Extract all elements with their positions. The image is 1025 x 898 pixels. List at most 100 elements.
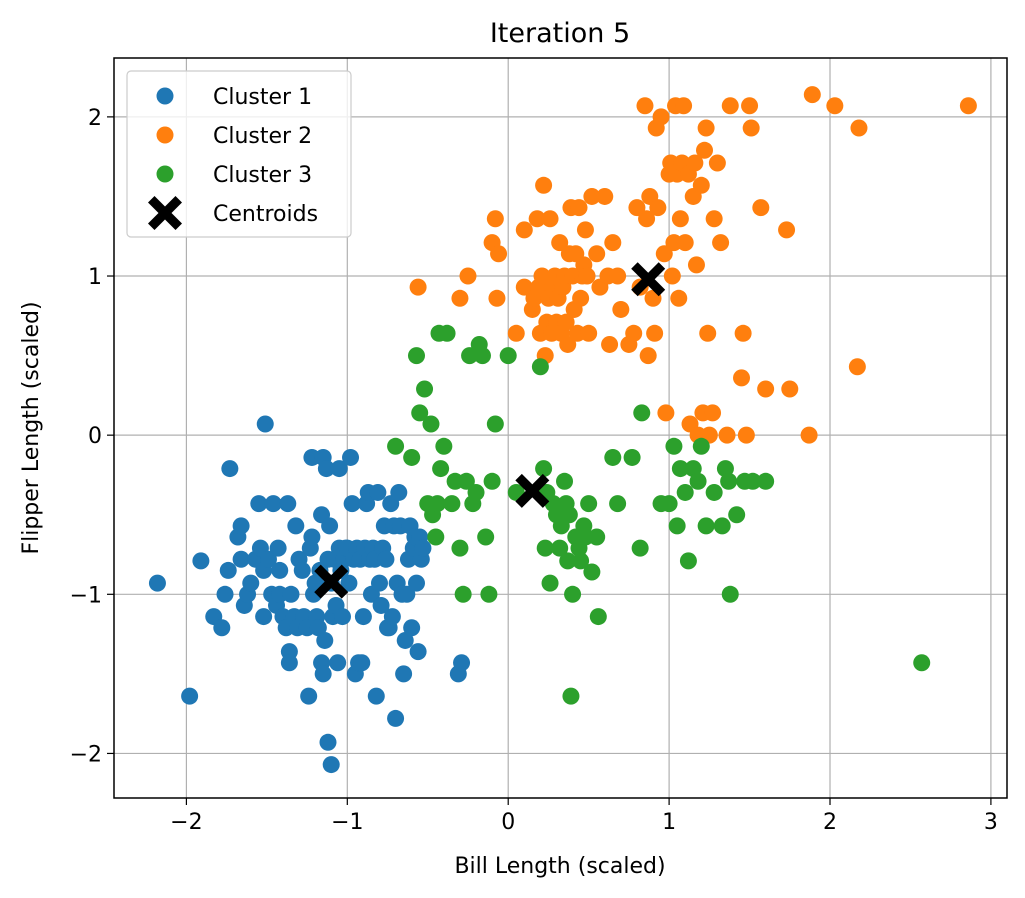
data-point (287, 517, 305, 535)
data-point (459, 267, 477, 285)
data-point (438, 324, 456, 342)
data-point (588, 245, 606, 263)
data-point (536, 539, 554, 557)
data-point (343, 495, 361, 513)
data-point (490, 245, 508, 263)
data-point (696, 141, 714, 159)
data-point (443, 495, 461, 513)
axis-ticks: −2 −1 0 1 2 3 −2 −1 0 1 2 (70, 106, 998, 835)
x-tick-label: 1 (662, 810, 676, 835)
data-point (580, 495, 598, 513)
x-tick-label: 3 (984, 810, 998, 835)
data-point (850, 119, 868, 137)
y-tick-label: 0 (88, 424, 102, 449)
data-point (396, 631, 414, 649)
data-point (213, 619, 231, 637)
data-point (959, 97, 977, 115)
data-point (216, 585, 234, 603)
data-point (259, 550, 277, 568)
data-point (704, 404, 722, 422)
data-point (340, 574, 358, 592)
x-tick-label: 0 (501, 810, 515, 835)
y-tick-label: −2 (70, 742, 102, 767)
data-point (671, 210, 689, 228)
data-point (432, 460, 450, 478)
data-point (317, 460, 335, 478)
data-point (486, 210, 504, 228)
centroid-marker (314, 564, 349, 599)
data-point (778, 221, 796, 239)
data-point (507, 324, 525, 342)
data-point (675, 97, 693, 115)
data-point (716, 460, 734, 478)
legend-label: Cluster 2 (213, 124, 312, 149)
data-point (631, 539, 649, 557)
data-point (300, 687, 318, 705)
data-point (333, 608, 351, 626)
data-point (689, 472, 707, 490)
data-point (422, 415, 440, 433)
data-point (477, 528, 495, 546)
data-point (665, 437, 683, 455)
data-point (668, 517, 686, 535)
data-point (250, 495, 268, 513)
data-point (467, 483, 485, 501)
data-point (395, 665, 413, 683)
data-point (319, 733, 337, 751)
data-point (435, 437, 453, 455)
centroid-marker (631, 262, 666, 297)
y-axis-label: Flipper Length (scaled) (19, 301, 44, 554)
data-point (280, 654, 298, 672)
legend: Cluster 1 Cluster 2 Cluster 3 Centroids (126, 70, 352, 238)
data-point (329, 654, 347, 672)
data-point (551, 234, 569, 252)
data-point (181, 687, 199, 705)
data-point (713, 517, 731, 535)
data-point (303, 528, 321, 546)
data-point (454, 585, 472, 603)
data-point (676, 234, 694, 252)
data-point (609, 267, 627, 285)
data-point (559, 335, 577, 353)
data-point (604, 234, 622, 252)
data-point (256, 415, 274, 433)
data-point (390, 483, 408, 501)
data-point (601, 335, 619, 353)
data-point (269, 539, 287, 557)
data-point (342, 448, 360, 466)
data-point (531, 358, 549, 376)
data-point (646, 324, 664, 342)
data-point (219, 561, 237, 579)
data-point (271, 561, 289, 579)
data-point (684, 460, 702, 478)
legend-marker (156, 165, 174, 183)
data-point (377, 550, 395, 568)
data-point (559, 552, 577, 570)
data-point (576, 221, 594, 239)
data-point (660, 495, 678, 513)
data-point (588, 528, 606, 546)
data-point (737, 426, 755, 444)
data-point (535, 176, 553, 194)
data-point (515, 221, 533, 239)
x-axis-label: Bill Length (scaled) (454, 854, 665, 879)
data-point (781, 380, 799, 398)
data-point (604, 448, 622, 466)
data-point (733, 369, 751, 387)
y-tick-label: 2 (88, 106, 102, 131)
data-point (409, 278, 427, 296)
data-point (451, 289, 469, 307)
data-point (293, 561, 311, 579)
data-point (453, 654, 471, 672)
data-point (570, 199, 588, 217)
data-point (473, 347, 491, 365)
data-point (387, 437, 405, 455)
data-point (718, 426, 736, 444)
data-point (657, 404, 675, 422)
data-point (264, 495, 282, 513)
data-point (826, 97, 844, 115)
data-point (403, 448, 421, 466)
data-point (564, 585, 582, 603)
data-point (655, 245, 673, 263)
data-point (572, 552, 590, 570)
